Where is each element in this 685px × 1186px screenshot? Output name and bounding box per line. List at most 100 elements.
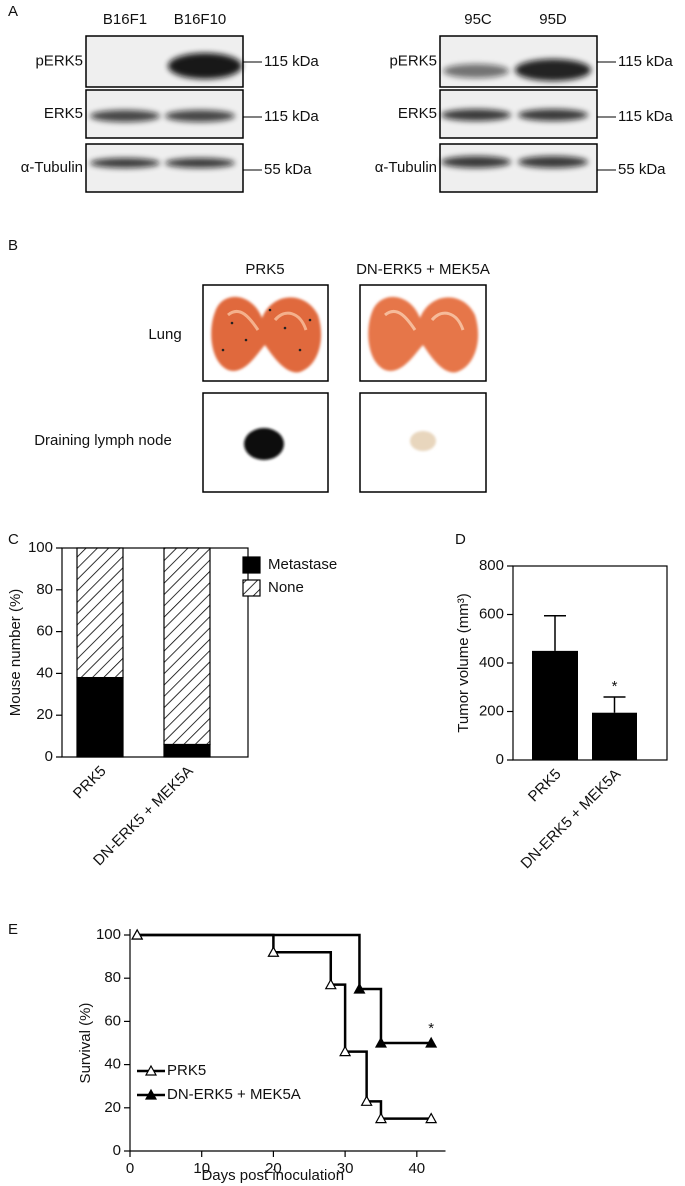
survival-step [273, 951, 333, 985]
blot-row-label: ERK5 [44, 105, 83, 122]
y-tick-label: 100 [28, 539, 53, 556]
blot-band [518, 156, 588, 168]
x-tick-label: 10 [193, 1160, 210, 1177]
y-tick-label: 80 [104, 969, 121, 986]
kda-label: 115 kDa [618, 53, 673, 70]
photo-row-label: Draining lymph node [34, 432, 172, 449]
photo-column-label: DN-ERK5 + MEK5A [356, 261, 490, 278]
bar-segment [163, 743, 211, 758]
blot-band [441, 109, 511, 121]
panel-label: D [455, 531, 466, 548]
blot-band [165, 158, 235, 168]
legend-label: Metastase [268, 556, 337, 573]
survival-step [345, 1050, 368, 1102]
marker [374, 1036, 387, 1048]
bar [592, 712, 637, 760]
y-tick-label: 20 [104, 1099, 121, 1116]
kda-label: 115 kDa [618, 108, 673, 125]
blot-row-label: pERK5 [389, 52, 437, 69]
legend-swatch [242, 556, 261, 574]
y-tick-label: 80 [36, 581, 53, 598]
x-tick-label: DN-ERK5 + MEK5A [518, 766, 625, 873]
x-tick-label: 30 [337, 1160, 354, 1177]
legend-swatch [242, 579, 261, 597]
y-axis-label: Tumor volume (mm³) [455, 593, 472, 732]
y-tick-label: 20 [36, 706, 53, 723]
blot-band [441, 156, 511, 168]
legend-label: PRK5 [167, 1062, 206, 1079]
marker [360, 1095, 373, 1106]
y-tick-label: 40 [104, 1056, 121, 1073]
panel-label: A [8, 3, 18, 20]
marker [144, 1088, 158, 1100]
y-tick-label: 40 [36, 664, 53, 681]
kda-label: 55 kDa [618, 161, 666, 178]
y-tick-label: 200 [479, 702, 504, 719]
panel-label: E [8, 921, 18, 938]
significance-mark: * [612, 678, 618, 695]
bar-segment [76, 676, 124, 758]
y-axis-label: Mouse number (%) [7, 589, 24, 717]
lane-label: 95D [539, 11, 567, 28]
legend-label: DN-ERK5 + MEK5A [167, 1086, 301, 1103]
blot-band [90, 158, 160, 168]
photo-lung-prk5 [202, 284, 329, 382]
blot-band [443, 64, 509, 78]
marker [131, 928, 144, 940]
y-tick-label: 800 [479, 557, 504, 574]
marker [425, 1036, 438, 1048]
blot-band [518, 109, 588, 121]
x-tick-label: PRK5 [70, 763, 110, 803]
blot-row-label: α-Tubulin [375, 159, 437, 176]
x-tick-label: 0 [126, 1160, 134, 1177]
marker [425, 1112, 438, 1124]
panel-label: B [8, 237, 18, 254]
survival-step [330, 983, 347, 1052]
kda-label: 55 kDa [264, 161, 312, 178]
y-axis-label: Survival (%) [77, 1003, 94, 1084]
marker [144, 1064, 158, 1076]
lane-label: B16F1 [103, 11, 147, 28]
bar-segment [76, 547, 124, 679]
plot-frame [512, 565, 668, 761]
y-tick-label: 0 [45, 748, 53, 765]
marker [339, 1045, 352, 1057]
marker [267, 946, 280, 957]
y-tick-label: 100 [96, 926, 121, 943]
marker [374, 1112, 387, 1124]
photo-node-prk5 [202, 392, 329, 493]
y-tick-label: 400 [479, 654, 504, 671]
blot-band [168, 53, 242, 79]
panel-label: C [8, 531, 19, 548]
survival-step [359, 987, 383, 1043]
blot-band [90, 110, 160, 122]
x-tick-label: 40 [408, 1160, 425, 1177]
blot-row-label: ERK5 [398, 105, 437, 122]
bar-segment [163, 547, 211, 746]
y-tick-label: 60 [104, 1012, 121, 1029]
kda-label: 115 kDa [264, 108, 319, 125]
y-tick-label: 600 [479, 605, 504, 622]
photo-row-label: Lung [148, 326, 181, 343]
y-tick-label: 60 [36, 623, 53, 640]
marker [324, 978, 337, 990]
x-tick-label: DN-ERK5 + MEK5A [90, 763, 197, 870]
survival-step [137, 933, 275, 953]
plot-frame [61, 547, 249, 758]
bar [532, 650, 578, 760]
blot-row-label: pERK5 [35, 52, 83, 69]
kda-label: 115 kDa [264, 53, 319, 70]
lane-label: B16F10 [174, 11, 227, 28]
lane-label: 95C [464, 11, 492, 28]
blot-panel [85, 143, 244, 193]
x-tick-label: PRK5 [525, 766, 565, 806]
photo-node-dn [359, 392, 487, 493]
y-tick-label: 0 [113, 1142, 121, 1159]
legend-label: None [268, 579, 304, 596]
photo-column-label: PRK5 [245, 261, 284, 278]
x-tick-label: 20 [265, 1160, 282, 1177]
marker [353, 982, 366, 994]
blot-band [165, 110, 235, 122]
photo-lung-dn [359, 284, 487, 382]
